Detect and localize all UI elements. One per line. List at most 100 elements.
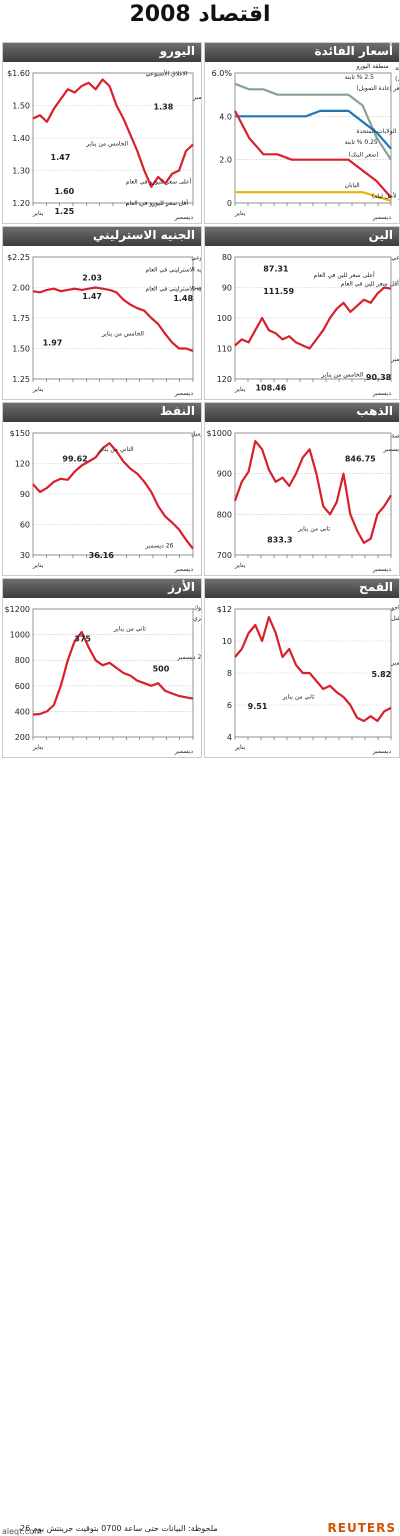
series-line — [234, 82, 392, 161]
banner: اقتصاد 2008 — [0, 0, 400, 38]
panel-header: الأرز — [3, 579, 201, 598]
chart-annotation: 99.62 — [62, 454, 87, 463]
chart-annotation: 1.47 — [82, 292, 102, 301]
y-tick-label: 1.40 — [12, 134, 30, 143]
chart-annotation: 26 ديسمبر — [192, 284, 201, 291]
y-tick-label: 400 — [15, 707, 30, 716]
chart-title: الذهب — [356, 404, 393, 418]
chart-title: الأرز — [168, 580, 195, 594]
y-tick-label: 2.0 — [219, 156, 232, 165]
series-line — [234, 110, 392, 199]
chart-panel-oil: النفط 30 60 90 120 $150 يناير ديسمبر الخام الأم… — [2, 402, 202, 576]
page-title: اقتصاد 2008 — [129, 2, 271, 27]
chart-annotation: الخامس من يناير — [320, 372, 363, 379]
y-tick-label: $1200 — [5, 605, 30, 614]
series-line — [234, 286, 392, 350]
y-tick-label: 800 — [217, 510, 232, 519]
x-tick-label: يناير — [32, 744, 44, 751]
chart-annotation: 36.16 — [89, 551, 115, 560]
chart-annotation: 26 ديسمبر — [390, 659, 399, 666]
panel-header: الين — [205, 227, 399, 246]
y-tick-label: 1.25 — [12, 375, 30, 384]
chart-annotation: 26 ديسمبر — [192, 94, 201, 101]
chart-annotation: الثاني من يناير — [97, 446, 134, 453]
chart-annotation: أقل سعر للجنيه الاسترليني في العام — [146, 285, 201, 293]
y-tick-label: 30 — [20, 551, 30, 560]
chart-annotation: للبوشل — [391, 615, 399, 622]
x-tick-label: يناير — [234, 562, 246, 569]
series-line — [32, 286, 194, 352]
panel-header: الذهب — [205, 403, 399, 422]
series-line — [235, 191, 392, 202]
y-tick-label: 10 — [222, 637, 232, 646]
chart-annotation: 2.03 — [82, 273, 102, 282]
y-tick-label: 90 — [222, 284, 232, 293]
y-tick-label: 110 — [217, 345, 232, 354]
chart-annotation: أعلى سعر للجنيه الاسترليني في العام — [146, 266, 201, 274]
chart-annotation: الاغلاق الأسبوعي — [146, 69, 188, 77]
y-tick-label: 200 — [15, 733, 30, 742]
y-tick-label: 800 — [15, 656, 30, 665]
chart-svg: 700 800 900 $1000 يناير ديسمبر أوقية الذهب - أ… — [207, 429, 399, 573]
y-tick-label: 0 — [227, 199, 232, 208]
x-tick-label: يناير — [234, 386, 246, 393]
chart-annotation: 90.38 — [366, 373, 392, 382]
y-tick-label: $1000 — [207, 429, 232, 438]
chart-annotation: 26 ديسمبر — [382, 446, 399, 453]
chart-annotation: (سعر إعادة التمويل) — [356, 85, 399, 92]
y-tick-label: 700 — [217, 551, 232, 560]
chart-title: أسعار الفائدة — [314, 44, 393, 58]
chart-annotation: 0.10 % ثابتة (السعر لأجل ليلة) — [372, 192, 399, 200]
chart-annotation: 1.25 — [54, 207, 74, 216]
x-tick-label: يناير — [234, 210, 246, 217]
y-tick-label: 6.0% — [212, 69, 233, 78]
chart-annotation: ثاني من يناير — [113, 626, 146, 633]
panel-header: النفط — [3, 403, 201, 422]
series-line — [32, 442, 194, 550]
x-tick-label: ديسمبر — [372, 214, 392, 221]
chart-svg: 200 400 600 800 1000 $1200 يناير ديسمبر سعر الأر… — [5, 603, 201, 755]
chart-title: اليورو — [159, 44, 195, 58]
y-tick-label: $2.25 — [7, 253, 30, 262]
series-line — [233, 440, 392, 544]
chart-annotation: 108.46 — [255, 383, 286, 392]
chart-annotation: 1.97 — [43, 339, 63, 348]
chart-annotation: منطقة اليورو — [355, 63, 388, 70]
panel-header: الجنيه الاسترليني — [3, 227, 201, 246]
x-tick-label: ديسمبر — [372, 748, 392, 755]
footnote: ملحوظة: البيانات حتى ساعة 0700 بتوقيت جر… — [20, 1524, 218, 1533]
chart-title: الجنيه الاسترليني — [92, 228, 195, 242]
chart-annotation: أقل سعر للين في العام — [341, 279, 399, 287]
y-tick-label: 100 — [217, 314, 232, 323]
chart-annotation: 2 % ثابتة — [395, 65, 399, 72]
y-tick-label: 600 — [15, 682, 30, 691]
chart-svg: 02.04.06.0%ينايرديسمبربريطانيا2 % ثابتة(… — [212, 56, 399, 221]
chart-annotation: 2.5 % ثابتة — [345, 74, 374, 81]
series-line — [235, 109, 392, 150]
chart-annotation: أعلى سعر لليورو في العام — [126, 177, 192, 185]
y-tick-label: 4.0 — [219, 112, 232, 121]
chart-annotation: 9.51 — [248, 702, 268, 711]
chart-annotation: بالطن المتري — [193, 615, 201, 622]
chart-annotation: 26 ديسمبر — [176, 654, 201, 661]
chart-annotation: الخامس من يناير — [101, 330, 144, 337]
chart-annotation: 500 — [153, 665, 170, 674]
y-tick-label: 120 — [217, 375, 232, 384]
chart-annotation: 1.38 — [154, 103, 174, 112]
y-tick-label: 1.30 — [12, 167, 30, 176]
chart-annotation: بورصة مجلس شيكاجو — [390, 604, 399, 611]
x-tick-label: ديسمبر — [372, 390, 392, 397]
chart-annotation: اليابان — [345, 182, 360, 189]
x-tick-label: يناير — [32, 386, 44, 393]
chart-annotation: 111.59 — [263, 287, 294, 296]
chart-annotation: الاغلاق الأسبوعي — [391, 254, 399, 262]
footer: aleqt.com ملحوظة: البيانات حتى ساعة 0700… — [0, 758, 400, 1536]
chart-annotation: 1.47 — [51, 153, 71, 162]
y-tick-label: 1.50 — [12, 102, 30, 111]
y-tick-label: 80 — [222, 253, 232, 262]
chart-svg: 4 6 8 10 $12 يناير ديسمبر بورصة مجلس شيكاجو للبو… — [217, 604, 399, 755]
chart-annotation: (سعر البنك) — [349, 151, 379, 158]
